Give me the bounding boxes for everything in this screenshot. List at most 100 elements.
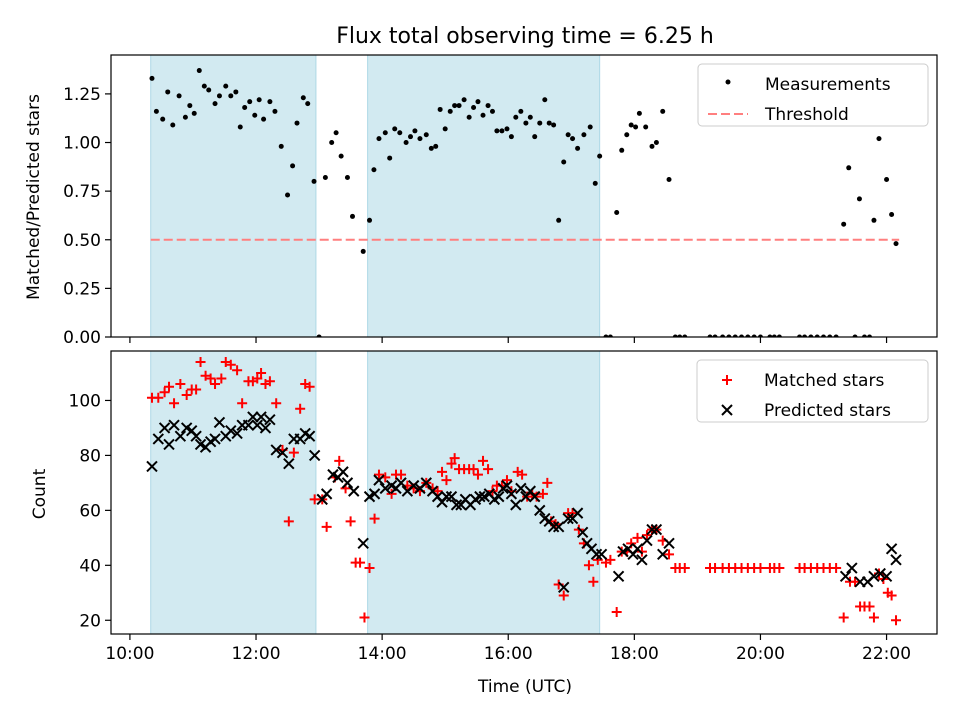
measurement-point	[666, 176, 672, 182]
matched-point	[441, 475, 452, 486]
legend: Measurements Threshold	[697, 63, 929, 127]
matched-point	[164, 381, 175, 392]
matched-point	[205, 373, 216, 384]
measurement-point	[471, 105, 477, 111]
predicted-point	[839, 570, 852, 583]
predicted-point	[174, 430, 187, 442]
predicted-point	[368, 488, 381, 500]
measurement-point	[660, 108, 666, 114]
chart-title: Flux total observing time = 6.25 h	[336, 24, 714, 49]
predicted-point	[595, 548, 608, 561]
predicted-point	[213, 416, 226, 429]
matched-point	[191, 384, 202, 395]
measurement-point	[216, 93, 222, 99]
observing-window-2	[367, 54, 601, 338]
measurement-point	[581, 132, 587, 138]
measurement-point	[278, 143, 284, 149]
measurement-point	[437, 106, 443, 112]
measurement-point	[267, 99, 273, 105]
measurement-point	[423, 132, 429, 138]
measurement-point	[300, 95, 306, 101]
measurement-point	[682, 334, 688, 337]
predicted-point	[501, 479, 513, 492]
measurement-point	[237, 124, 243, 130]
predicted-point	[493, 490, 505, 503]
matched-point	[664, 549, 675, 560]
measurement-point	[322, 175, 328, 181]
measurement-point	[247, 99, 253, 105]
measurement-point	[575, 145, 581, 151]
matched-point	[220, 356, 231, 367]
predicted-point	[395, 477, 407, 489]
predicted-point	[251, 419, 263, 431]
measurement-point	[852, 334, 858, 337]
measurement-point	[153, 108, 159, 114]
measurement-point	[776, 334, 782, 337]
predicted-point	[259, 422, 272, 434]
matched-point	[605, 554, 616, 565]
measurement-point	[456, 103, 462, 109]
legend-box	[697, 63, 929, 127]
predicted-point	[373, 474, 385, 486]
measurement-point	[176, 93, 182, 99]
measurement-point	[382, 130, 388, 136]
matched-point	[264, 376, 275, 387]
measurement-point	[344, 175, 350, 181]
matched-point	[256, 367, 267, 378]
measurement-point	[447, 108, 453, 114]
matched-point	[373, 469, 384, 480]
predicted-point	[163, 438, 175, 451]
legend-marker-measurements	[725, 79, 731, 85]
y-tick-label: 0.00	[63, 328, 101, 348]
x-tick-label: 10:00	[105, 644, 154, 664]
measurement-point	[452, 103, 458, 109]
measurement-point	[466, 114, 472, 120]
matched-point	[369, 513, 380, 524]
measurement-point	[726, 334, 732, 337]
predicted-point	[440, 490, 453, 503]
measurement-point	[508, 134, 514, 140]
measurement-point	[392, 126, 398, 132]
predicted-point	[590, 548, 603, 561]
measurement-point	[532, 134, 538, 140]
predicted-point	[880, 570, 893, 583]
measurement-point	[206, 87, 212, 93]
predicted-point	[474, 490, 486, 503]
predicted-point	[209, 433, 221, 445]
x-axis-label: Time (UTC)	[477, 677, 572, 697]
measurement-point	[417, 136, 423, 142]
axes-frame	[110, 350, 938, 635]
predicted-point	[158, 422, 171, 434]
legend: Matched stars Predicted stars	[696, 359, 929, 423]
x-tick-label: 12:00	[232, 644, 281, 664]
matched-point	[449, 453, 460, 464]
measurement-point	[537, 120, 543, 126]
matched-point	[478, 455, 489, 466]
matched-point	[774, 563, 785, 574]
measurement-point	[513, 114, 519, 120]
measurement-point	[376, 136, 382, 142]
measurement-point	[833, 334, 839, 337]
measurement-point	[311, 178, 317, 184]
measurement-point	[745, 334, 751, 337]
measurement-point	[523, 120, 529, 126]
ratio-subplot: 0.00 0.25 0.50 0.75 1.00 1.25 Measurements Thre…	[63, 54, 938, 348]
predicted-point	[225, 424, 237, 437]
x-tick-label: 14:00	[358, 644, 407, 664]
measurement-point	[876, 136, 882, 142]
predicted-point	[631, 543, 644, 555]
matched-point	[679, 563, 690, 574]
predicted-point	[510, 499, 522, 511]
matched-point	[210, 378, 221, 389]
measurement-point	[475, 99, 481, 105]
predicted-point	[505, 488, 518, 500]
measurement-point	[628, 122, 634, 128]
predicted-point	[515, 482, 527, 495]
measurement-point	[767, 334, 773, 337]
predicted-point	[407, 479, 420, 492]
measurement-point	[720, 334, 726, 337]
predicted-point	[247, 411, 259, 423]
measurement-point	[546, 120, 552, 126]
measurement-point	[285, 192, 291, 198]
